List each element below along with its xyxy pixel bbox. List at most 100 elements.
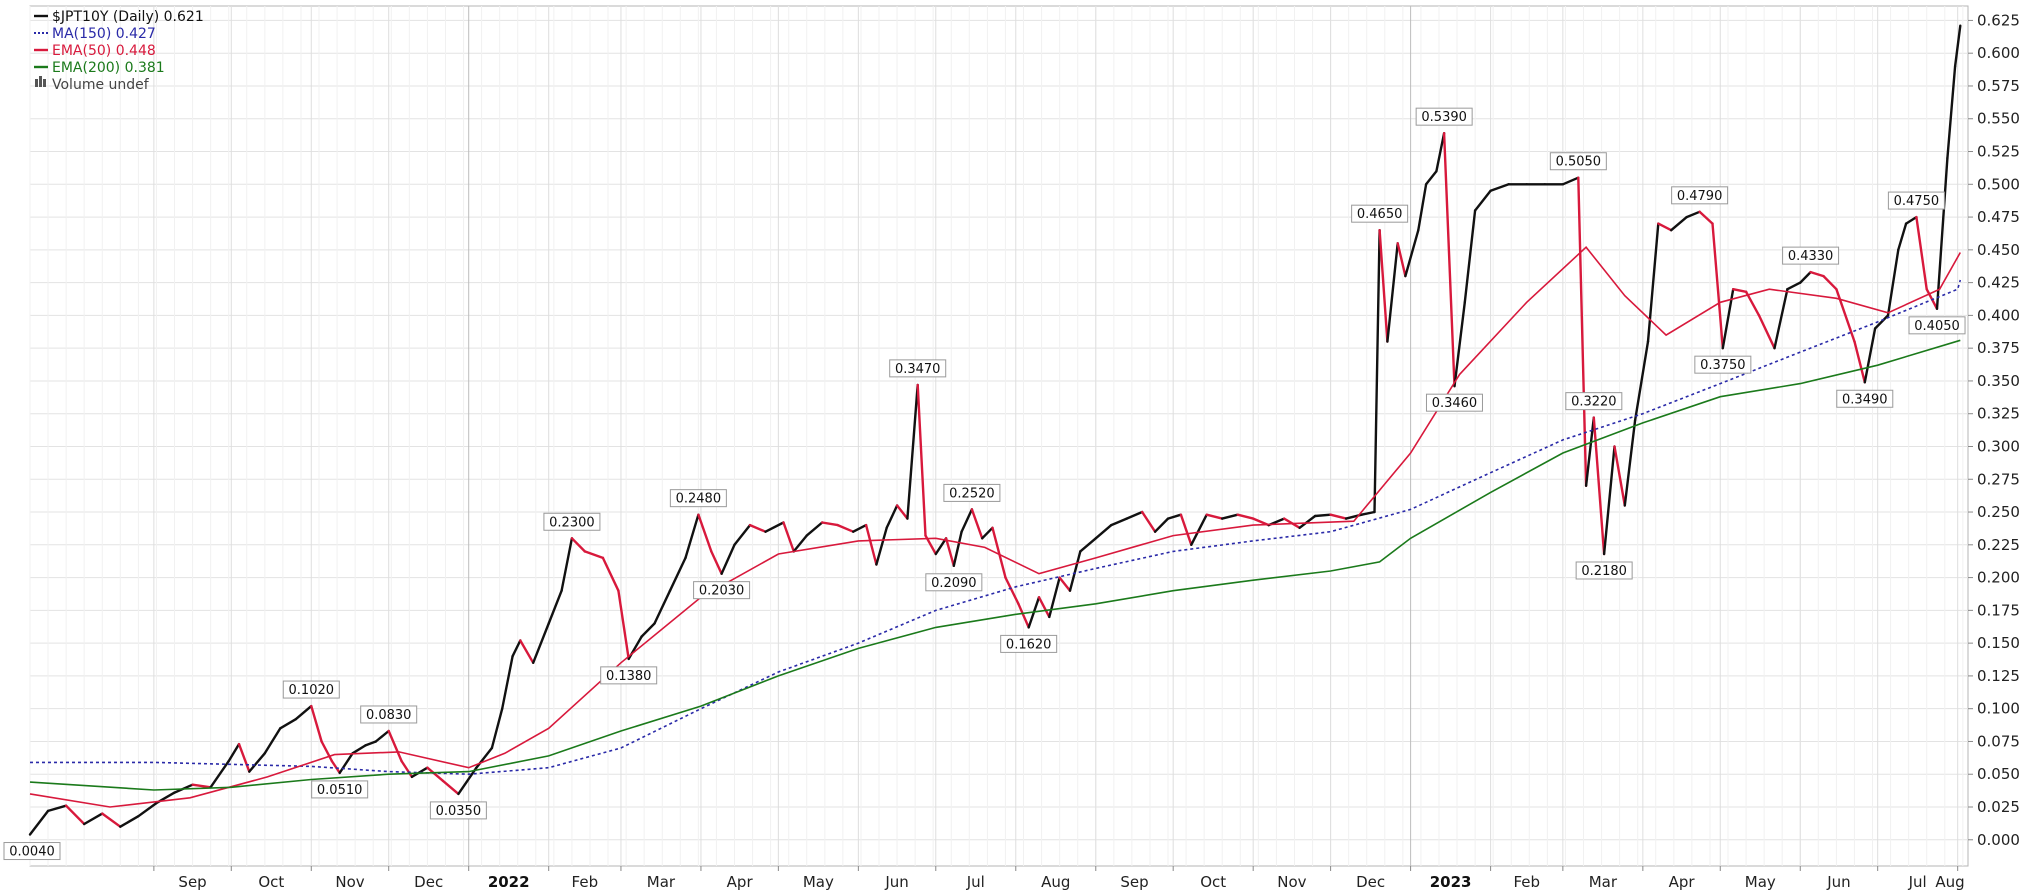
price-annotation: 0.0510 (311, 780, 369, 799)
annotation-box (3, 842, 61, 861)
price-line-segment (1773, 288, 1789, 350)
price-line-segment (1125, 510, 1144, 520)
annotation-box (1425, 393, 1483, 412)
price-annotation: 0.2090 (925, 573, 983, 592)
y-tick-label: 0.150 (1977, 634, 2020, 652)
y-tick-label: 0.125 (1977, 667, 2020, 685)
x-tick-label: Apr (727, 873, 754, 891)
price-line-segment (1623, 419, 1637, 507)
price-line-segment (1799, 270, 1812, 284)
price-line-segment (457, 766, 478, 796)
x-tick-label: Jul (966, 873, 985, 891)
price-annotation: 0.1380 (600, 666, 658, 685)
grid (29, 5, 1969, 867)
annotation-box (943, 483, 1001, 502)
legend-label: $JPT10Y (Daily) 0.621 (52, 9, 204, 25)
price-line-segment (46, 804, 68, 813)
price-line-segment (1946, 65, 1957, 160)
annotation-label: 0.0510 (317, 783, 363, 798)
x-tick-label: Apr (1669, 873, 1696, 891)
price-line-segment (237, 742, 251, 773)
price-annotation: 0.4050 (1908, 316, 1966, 335)
price-annotation: 0.3460 (1425, 393, 1483, 412)
ema-50-line (29, 246, 1961, 808)
price-line-segment (1863, 327, 1877, 384)
annotation-label: 0.4050 (1914, 319, 1960, 334)
x-tick-label: Jun (1826, 873, 1850, 891)
y-tick-label: 0.550 (1977, 110, 2020, 128)
price-line-segment (1386, 242, 1399, 343)
annotation-box (360, 705, 418, 724)
y-tick-label: 0.475 (1977, 208, 2020, 226)
annotation-box (1671, 186, 1729, 205)
price-line-segment (748, 523, 767, 533)
annotation-box (600, 666, 658, 685)
annotation-box (1000, 634, 1058, 653)
price-line-segment (1577, 176, 1588, 487)
price-annotations: 0.0040 0.1020 0.0510 0.0830 0.0350 0.2300 0.13… (3, 107, 1966, 861)
price-line-segment (1079, 537, 1098, 553)
legend-volume-icon (39, 76, 42, 87)
price-line-segment (697, 513, 713, 553)
price-line-segment (1329, 513, 1348, 520)
ema-200-line (29, 339, 1961, 791)
annotation-box (1549, 152, 1607, 171)
price-annotation: 0.2180 (1575, 561, 1633, 580)
price-line-segment (1110, 517, 1128, 527)
x-tick-label: Dec (1356, 873, 1385, 891)
price-line-segment (570, 537, 586, 553)
price-line-segment (28, 809, 50, 836)
price-line-segment (1835, 288, 1856, 343)
price-line-segment (1904, 215, 1918, 225)
price-line-segment (952, 530, 963, 567)
annotation-label: 0.3460 (1432, 396, 1478, 411)
legend-label: Volume undef (52, 77, 150, 93)
price-line-segment (1068, 550, 1082, 592)
price-line-segment (864, 523, 878, 566)
price-line-segment (640, 622, 656, 638)
price-line-segment (836, 523, 855, 533)
price-annotation: 0.1020 (282, 680, 340, 699)
price-line-segment (511, 639, 522, 658)
price-line-segment (1822, 274, 1838, 291)
annotation-label: 0.0040 (9, 845, 55, 860)
legend-item: MA(150) 0.427 (34, 26, 156, 42)
price-line-segment (601, 556, 620, 592)
x-tick-label: Aug (1935, 873, 1964, 891)
price-line-segment (1058, 576, 1072, 592)
price-line-segment (875, 526, 888, 566)
x-tick-label: May (803, 873, 834, 891)
x-tick-label: Sep (178, 873, 206, 891)
price-line-segment (1915, 215, 1928, 291)
price-annotation: 0.2300 (543, 512, 601, 531)
price-line-segment (1017, 602, 1030, 629)
price-line-segment (710, 550, 723, 575)
price-line-segment (374, 729, 390, 743)
annotation-box (1887, 191, 1945, 210)
annotation-label: 0.2300 (549, 515, 595, 530)
price-line-segment (1190, 513, 1208, 546)
price-line-segment (821, 521, 839, 527)
x-tick-label: Nov (1277, 873, 1306, 891)
y-tick-label: 0.500 (1977, 175, 2020, 193)
price-line-segment (64, 804, 86, 826)
price-line-segment (617, 589, 630, 661)
price-line-segment (263, 727, 282, 755)
price-annotation: 0.5050 (1549, 152, 1607, 171)
price-line-segment (1298, 514, 1317, 529)
price-line-segment (1313, 513, 1332, 518)
price-line-segment (351, 744, 367, 755)
price-line-segment (410, 766, 429, 779)
annotation-label: 0.4330 (1788, 249, 1834, 264)
price-line-segment (1584, 416, 1596, 487)
x-tick-label: Aug (1041, 873, 1070, 891)
price-line-segment (764, 521, 785, 533)
annotation-label: 0.4750 (1894, 194, 1940, 209)
x-tick-label: Feb (572, 873, 599, 891)
annotation-box (1575, 561, 1633, 580)
annotation-label: 0.1620 (1006, 637, 1052, 652)
price-annotation: 0.3490 (1836, 389, 1894, 408)
y-tick-label: 0.575 (1977, 77, 2020, 95)
